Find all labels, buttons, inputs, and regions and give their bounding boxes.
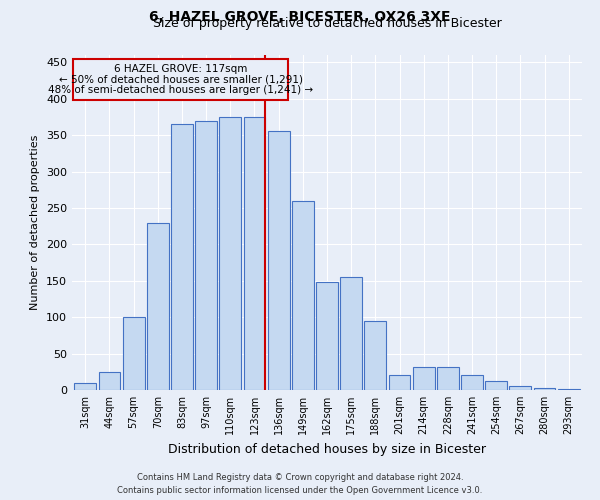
Bar bbox=[147, 222, 169, 390]
Bar bbox=[123, 317, 145, 390]
Bar bbox=[558, 388, 580, 390]
Bar bbox=[389, 376, 410, 390]
Bar bbox=[485, 382, 507, 390]
Bar bbox=[74, 382, 96, 390]
Y-axis label: Number of detached properties: Number of detached properties bbox=[31, 135, 40, 310]
Bar bbox=[316, 282, 338, 390]
Text: ← 50% of detached houses are smaller (1,291): ← 50% of detached houses are smaller (1,… bbox=[59, 74, 303, 85]
Bar bbox=[340, 277, 362, 390]
Bar bbox=[437, 366, 459, 390]
Bar bbox=[195, 120, 217, 390]
Bar bbox=[461, 376, 483, 390]
Title: Size of property relative to detached houses in Bicester: Size of property relative to detached ho… bbox=[152, 17, 502, 30]
Bar bbox=[533, 388, 556, 390]
Text: 6, HAZEL GROVE, BICESTER, OX26 3XE: 6, HAZEL GROVE, BICESTER, OX26 3XE bbox=[149, 10, 451, 24]
X-axis label: Distribution of detached houses by size in Bicester: Distribution of detached houses by size … bbox=[168, 442, 486, 456]
Bar bbox=[292, 200, 314, 390]
FancyBboxPatch shape bbox=[73, 58, 289, 100]
Bar bbox=[364, 321, 386, 390]
Bar bbox=[244, 117, 265, 390]
Text: Contains HM Land Registry data © Crown copyright and database right 2024.
Contai: Contains HM Land Registry data © Crown c… bbox=[118, 474, 482, 495]
Text: 48% of semi-detached houses are larger (1,241) →: 48% of semi-detached houses are larger (… bbox=[48, 85, 313, 95]
Bar bbox=[413, 366, 434, 390]
Bar bbox=[268, 132, 290, 390]
Bar bbox=[509, 386, 531, 390]
Bar bbox=[98, 372, 121, 390]
Bar bbox=[171, 124, 193, 390]
Bar bbox=[220, 117, 241, 390]
Text: 6 HAZEL GROVE: 117sqm: 6 HAZEL GROVE: 117sqm bbox=[114, 64, 247, 74]
